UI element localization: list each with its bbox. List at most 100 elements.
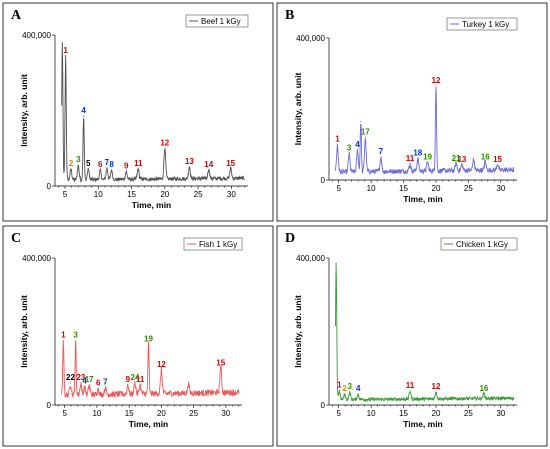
panel-border — [2, 225, 274, 447]
peak-marker — [338, 389, 340, 391]
x-axis-title: Time, min — [129, 419, 169, 429]
peak-label: 12 — [432, 382, 441, 391]
peak-label: 3 — [73, 331, 78, 340]
peak-label: 18 — [413, 149, 422, 158]
peak-label: 24 — [131, 373, 140, 382]
peak-label: 1 — [335, 135, 340, 144]
y-tick-label: 400,000 — [296, 254, 325, 263]
chromatogram-trace — [335, 87, 515, 175]
peak-marker — [69, 382, 72, 384]
legend-label: Fish 1 kGy — [199, 240, 237, 249]
x-tick-label: 25 — [464, 409, 473, 418]
y-axis-title: Intensity, arb. unit — [19, 295, 29, 368]
peak-marker — [127, 384, 129, 386]
peak-label: 13 — [457, 155, 466, 164]
peak-label: 7 — [105, 158, 110, 167]
panel-border — [2, 2, 274, 222]
peak-marker — [343, 393, 346, 395]
peak-label: 11 — [406, 154, 415, 163]
x-tick-label: 30 — [227, 190, 236, 199]
peak-marker — [380, 156, 382, 158]
peak-label: 21 — [452, 154, 461, 163]
peak-marker — [83, 115, 85, 117]
peak-marker — [97, 387, 99, 390]
peak-marker — [496, 164, 499, 166]
peak-marker — [87, 168, 89, 170]
peak-label: 1 — [61, 331, 66, 340]
peak-marker — [160, 369, 162, 371]
legend-box — [185, 14, 249, 28]
peak-label: 7 — [103, 377, 108, 386]
x-tick-label: 10 — [367, 184, 376, 193]
peak-label: 3 — [347, 143, 352, 152]
peak-label: 13 — [185, 157, 194, 166]
peak-marker — [61, 41, 63, 44]
peak-marker — [349, 391, 351, 393]
peak-marker — [336, 143, 339, 146]
y-axis-title: Intensity, arb. unit — [293, 73, 303, 146]
peak-marker — [84, 386, 86, 388]
y-axis-title: Intensity, arb. unit — [293, 295, 303, 368]
peak-marker — [88, 384, 90, 386]
peak-marker — [106, 167, 108, 169]
peak-label: 11 — [136, 375, 145, 384]
peak-marker — [364, 136, 366, 138]
peak-marker — [80, 382, 82, 384]
peak-marker — [356, 149, 359, 151]
peak-label: 8 — [109, 160, 114, 169]
panel-letter: A — [11, 8, 22, 23]
panel-c: C 5 10 15 20 25 30 0 400,000 Time, min Intensity, … — [2, 225, 274, 447]
x-tick-label: 25 — [194, 190, 203, 199]
y-tick-label: 0 — [47, 401, 52, 410]
y-tick-label: 400,000 — [22, 31, 51, 40]
peak-label: 7 — [379, 147, 384, 156]
panel-letter: C — [11, 231, 21, 246]
peak-marker — [139, 384, 141, 386]
x-tick-label: 30 — [496, 184, 505, 193]
peak-marker — [137, 168, 139, 170]
legend-box — [440, 237, 518, 251]
y-tick-label: 0 — [321, 401, 326, 410]
legend-box — [446, 17, 518, 31]
x-tick-label: 20 — [157, 409, 166, 418]
peak-marker — [417, 158, 419, 160]
peak-marker — [188, 166, 191, 168]
x-axis-title: Time, min — [132, 200, 172, 210]
peak-marker — [75, 340, 77, 342]
x-axis-title: Time, min — [403, 419, 443, 429]
peak-marker — [70, 168, 72, 170]
peak-label: 22 — [66, 373, 75, 382]
x-tick-label: 30 — [496, 409, 505, 418]
x-tick-label: 5 — [63, 190, 68, 199]
chromatogram-trace — [60, 340, 240, 399]
x-tick-label: 5 — [336, 409, 341, 418]
chromatogram-trace — [335, 263, 515, 403]
x-tick-label: 20 — [432, 409, 441, 418]
peak-label: 16 — [481, 152, 490, 161]
peak-label: 19 — [423, 152, 432, 161]
peak-label: 5 — [86, 159, 91, 168]
y-axis-title: Intensity, arb. unit — [19, 74, 29, 147]
peak-marker — [472, 159, 475, 162]
x-tick-label: 20 — [160, 190, 169, 199]
peak-marker — [409, 390, 411, 392]
peak-marker — [335, 262, 337, 265]
x-tick-label: 15 — [399, 409, 408, 418]
legend-box — [183, 237, 243, 251]
peak-marker — [147, 343, 150, 345]
peak-marker — [110, 169, 113, 171]
peak-marker — [104, 386, 106, 388]
peak-marker — [409, 163, 411, 165]
peak-marker — [230, 168, 232, 170]
peak-label: 3 — [76, 155, 81, 164]
x-tick-label: 10 — [367, 409, 376, 418]
peak-marker — [187, 384, 190, 386]
peak-label: 2 — [69, 159, 74, 168]
peak-label: 4 — [355, 140, 360, 149]
peak-label: 1 — [337, 380, 342, 389]
peak-marker — [357, 393, 359, 395]
legend-label: Turkey 1 kGy — [462, 20, 509, 29]
peak-marker — [348, 152, 350, 154]
peak-label: 4 — [81, 106, 86, 115]
peak-label: 9 — [124, 162, 129, 171]
